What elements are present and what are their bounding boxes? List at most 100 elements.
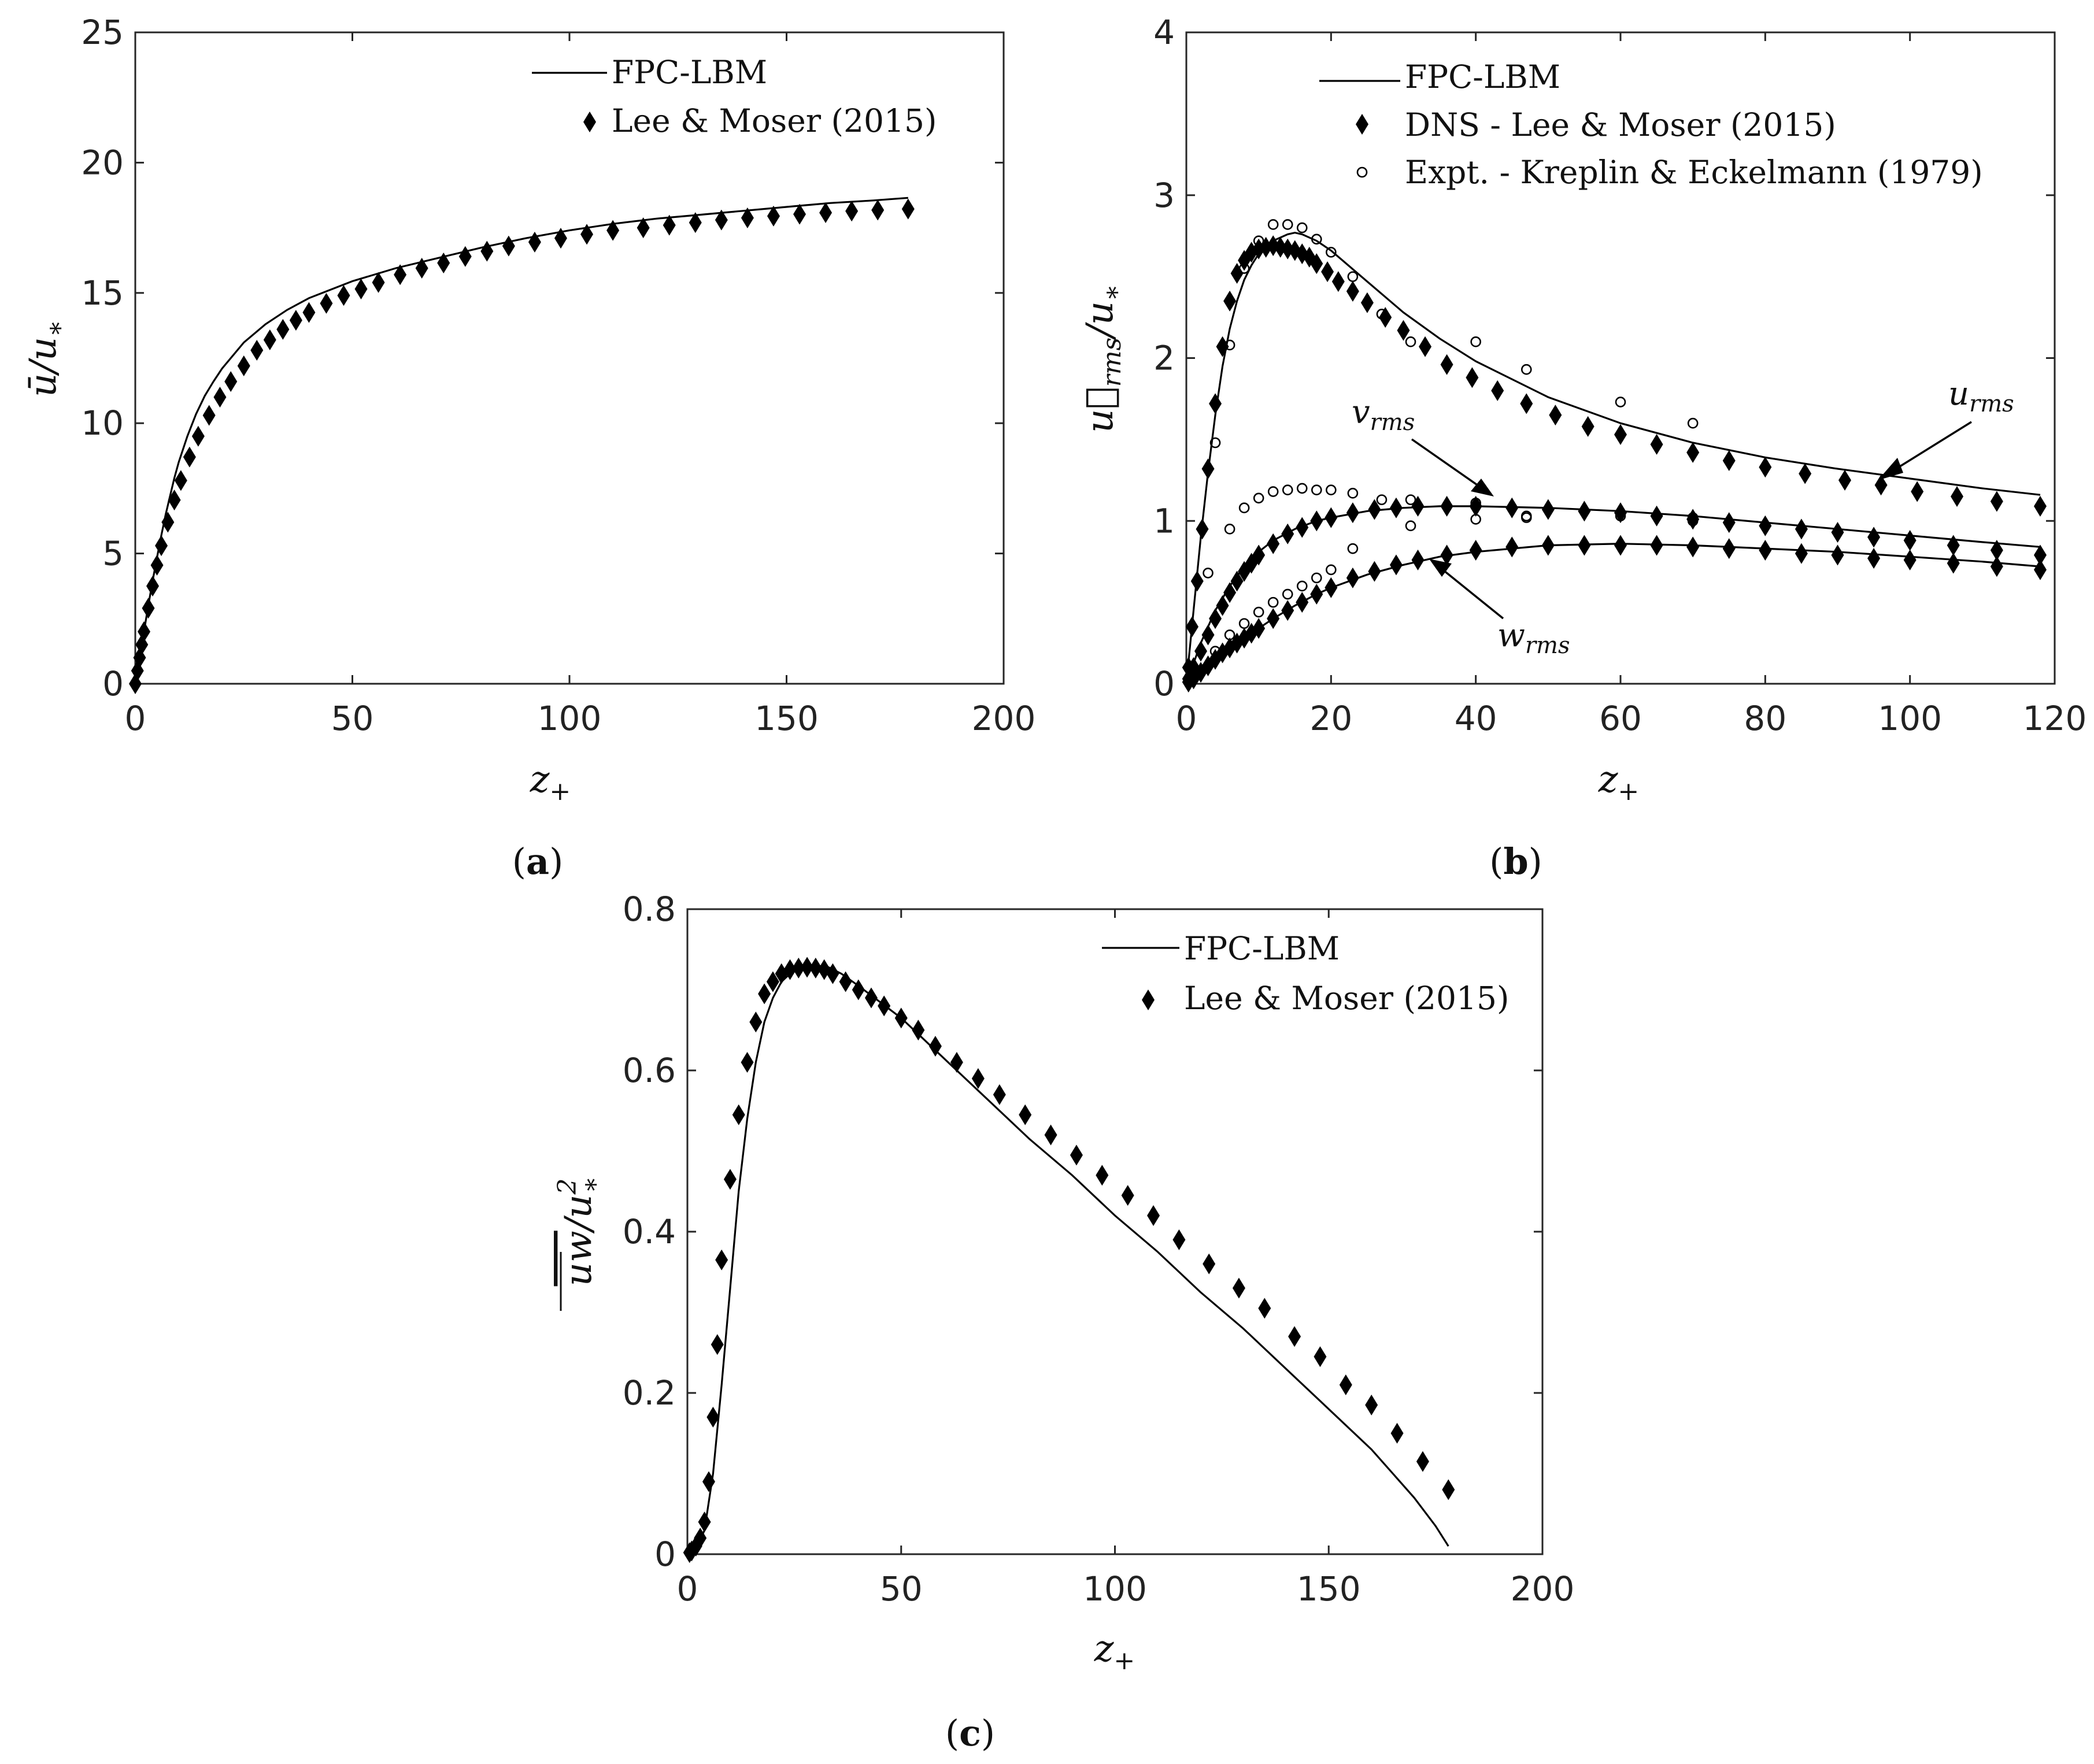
y-tick-label: 20 — [81, 143, 124, 182]
data-point-diamond — [1230, 570, 1244, 592]
legend-diamond-swatch-c — [1142, 990, 1155, 1010]
svg-text:wrms: wrms — [1497, 617, 1570, 659]
axis-ticks-a: 0 50 100 150 200 0 5 10 15 20 25 — [81, 13, 1035, 738]
data-point-diamond — [480, 240, 494, 262]
x-axis-label-c: z+ — [1094, 1628, 1135, 1676]
data-point-diamond — [1578, 501, 1591, 522]
data-point-diamond — [174, 470, 187, 491]
data-point-diamond — [437, 252, 450, 273]
data-point-circle — [1326, 247, 1337, 258]
data-point-diamond — [1990, 556, 2003, 577]
data-point-circle — [1209, 437, 1221, 449]
data-point-diamond — [878, 995, 891, 1017]
data-point-diamond — [263, 329, 276, 350]
data-point-circle — [1253, 606, 1264, 618]
x-tick-label: 80 — [1744, 699, 1786, 738]
data-point-circle — [1615, 510, 1626, 522]
data-point-diamond — [1722, 512, 1736, 533]
axis-ticks-c: 0 50 100 150 200 0 0.2 0.4 0.6 0.8 — [623, 890, 1575, 1609]
data-point-diamond — [1990, 491, 2003, 512]
x-tick-label: 200 — [1511, 1569, 1575, 1609]
data-point-diamond — [1541, 535, 1555, 556]
data-point-circle — [1296, 483, 1308, 494]
data-point-diamond — [1121, 1185, 1134, 1206]
data-point-circle — [1347, 543, 1359, 554]
x-tick-label: 0 — [1176, 699, 1197, 738]
series-line-fpc-lbm-u-rms — [1185, 231, 2041, 684]
data-point-diamond — [1196, 518, 1209, 540]
svg-text:urms: urms — [1948, 375, 2014, 417]
data-point-diamond — [928, 1036, 942, 1057]
data-point-diamond — [1759, 457, 1772, 478]
svg-text:vrms: vrms — [1352, 394, 1415, 436]
data-point-diamond — [138, 621, 151, 642]
data-point-circle — [1470, 497, 1481, 509]
data-point-diamond — [1759, 539, 1772, 561]
data-point-diamond — [971, 1068, 985, 1089]
data-point-diamond — [1947, 553, 1960, 574]
data-point-circle — [1615, 396, 1626, 407]
x-tick-label: 0 — [125, 699, 146, 738]
data-point-circle — [1238, 263, 1250, 274]
data-point-diamond — [237, 355, 250, 377]
data-point-diamond — [1232, 1277, 1245, 1299]
data-point-circle — [1282, 219, 1293, 230]
legend-label-fpc-lbm-a: FPC-LBM — [612, 54, 767, 91]
data-point-diamond — [354, 279, 368, 300]
arrowhead-w-rms — [1429, 559, 1452, 577]
y-tick-label: 4 — [1153, 13, 1175, 52]
data-point-circle — [1687, 417, 1699, 429]
data-point-diamond — [901, 198, 915, 220]
legend-b: FPC-LBM DNS - Lee & Moser (2015) Expt. -… — [1319, 58, 1983, 191]
data-point-diamond — [1416, 1451, 1429, 1472]
data-point-diamond — [732, 1104, 745, 1125]
data-point-diamond — [1520, 393, 1533, 414]
data-point-diamond — [1186, 616, 1199, 638]
y-tick-label: 0 — [102, 664, 124, 703]
data-point-diamond — [1440, 354, 1453, 375]
series-points-dns-v-rms — [1182, 495, 2047, 690]
data-point-diamond — [826, 963, 839, 984]
y-tick-label: 0.2 — [623, 1373, 676, 1413]
data-point-diamond — [1650, 505, 1663, 527]
data-point-diamond — [191, 425, 205, 447]
data-point-diamond — [1325, 507, 1338, 528]
data-point-diamond — [637, 217, 650, 239]
x-tick-label: 150 — [1297, 1569, 1361, 1609]
data-point-diamond — [1368, 499, 1381, 520]
data-point-diamond — [1281, 600, 1294, 621]
svg-text:uw/u2∗: uw/u2∗ — [553, 1176, 605, 1287]
data-point-diamond — [1390, 1422, 1404, 1444]
series-line-fpc-lbm — [687, 965, 1449, 1555]
data-point-circle — [1687, 515, 1699, 527]
data-point-diamond — [1469, 495, 1482, 517]
data-point-diamond — [1722, 450, 1736, 472]
data-point-diamond — [1951, 486, 1964, 507]
data-point-diamond — [302, 302, 316, 323]
data-point-circle — [1267, 596, 1279, 608]
series-points-dns-w-rms — [1182, 535, 2047, 693]
data-point-diamond — [1096, 1165, 1109, 1186]
data-point-diamond — [809, 957, 822, 979]
y-tick-label: 0.4 — [623, 1212, 676, 1251]
data-point-diamond — [1310, 253, 1323, 275]
data-point-diamond — [793, 203, 806, 225]
data-point-circle — [1253, 492, 1264, 504]
x-tick-label: 60 — [1599, 699, 1642, 738]
series-points-expt-u-rms — [1209, 219, 1699, 449]
data-point-diamond — [1296, 592, 1309, 613]
y-tick-label: 0.8 — [623, 890, 676, 929]
series-layer-a — [129, 197, 915, 694]
data-point-circle — [1311, 572, 1322, 584]
data-point-diamond — [698, 1511, 711, 1533]
data-point-diamond — [1614, 502, 1627, 524]
data-point-circle — [1224, 339, 1235, 351]
data-point-circle — [1296, 580, 1308, 592]
svg-text:u⃗rms/u∗: u⃗rms/u∗ — [1079, 284, 1127, 433]
data-point-diamond — [819, 202, 833, 223]
data-point-diamond — [1209, 608, 1222, 629]
data-point-circle — [1520, 510, 1532, 522]
data-point-circle — [1470, 336, 1481, 347]
data-point-diamond — [1650, 433, 1663, 455]
